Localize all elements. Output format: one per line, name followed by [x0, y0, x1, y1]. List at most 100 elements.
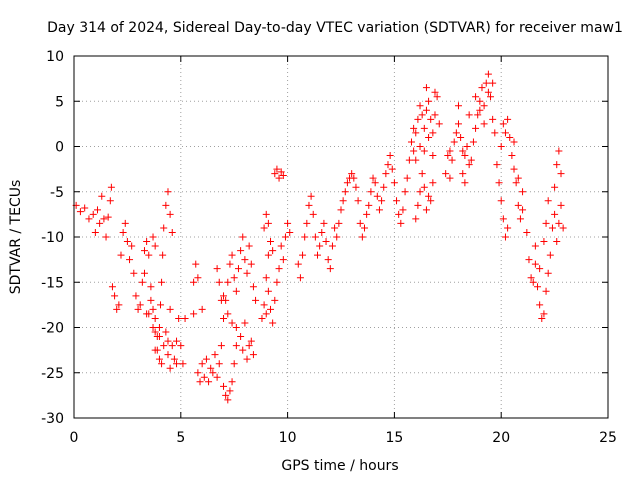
data-point — [168, 342, 176, 350]
data-point — [476, 106, 484, 114]
data-point — [425, 133, 433, 141]
data-point — [461, 179, 469, 187]
data-point — [232, 287, 240, 295]
data-point — [414, 115, 422, 123]
data-point — [194, 274, 202, 282]
data-point — [89, 210, 97, 218]
data-point — [501, 233, 509, 241]
data-point — [378, 197, 386, 205]
data-point — [472, 124, 480, 132]
data-point — [228, 378, 236, 386]
data-point — [126, 256, 134, 264]
data-point — [230, 360, 238, 368]
data-point — [119, 228, 127, 236]
data-point — [213, 265, 221, 273]
data-point — [113, 305, 121, 313]
data-point — [260, 224, 268, 232]
data-point — [452, 129, 460, 137]
data-point — [181, 314, 189, 322]
data-point — [343, 179, 351, 187]
data-point — [164, 188, 172, 196]
chart-title: Day 314 of 2024, Sidereal Day-to-day VTE… — [47, 20, 623, 36]
data-point — [551, 183, 559, 191]
data-point — [512, 179, 520, 187]
data-point — [514, 174, 522, 182]
data-point — [422, 84, 430, 92]
data-point — [258, 314, 266, 322]
data-point — [523, 228, 531, 236]
data-point — [407, 138, 415, 146]
data-point — [249, 351, 257, 359]
data-point — [102, 233, 110, 241]
data-point — [399, 206, 407, 214]
data-point — [510, 138, 518, 146]
data-point — [85, 215, 93, 223]
data-point — [314, 251, 322, 259]
data-point — [410, 124, 418, 132]
x-tick-label: 20 — [492, 430, 510, 446]
data-point — [431, 111, 439, 119]
data-point — [420, 183, 428, 191]
data-point — [232, 324, 240, 331]
data-point — [382, 170, 390, 178]
data-point — [271, 170, 279, 178]
data-point — [542, 287, 550, 295]
data-point — [454, 102, 462, 110]
x-axis: 0 5 10 15 20 25 — [70, 56, 617, 446]
data-point — [375, 206, 383, 214]
plot-frame — [73, 55, 609, 419]
data-point — [198, 305, 206, 313]
data-point — [429, 129, 437, 137]
data-point — [115, 301, 123, 309]
data-point — [173, 360, 181, 368]
data-point — [335, 219, 343, 227]
data-point — [435, 120, 443, 128]
data-point — [429, 179, 437, 187]
data-point — [416, 143, 424, 150]
data-point — [96, 219, 104, 227]
x-tick-label: 15 — [385, 430, 403, 446]
data-point — [555, 219, 563, 227]
data-point — [247, 337, 255, 345]
data-point — [286, 228, 294, 236]
data-point — [162, 201, 170, 209]
data-point — [337, 206, 345, 214]
data-point — [393, 197, 401, 205]
data-point — [442, 170, 450, 178]
data-point — [296, 274, 304, 282]
y-axis-label: SDTVAR / TECUs — [8, 180, 24, 295]
data-point — [128, 242, 136, 250]
data-point — [138, 278, 146, 286]
data-point — [245, 342, 253, 350]
data-point — [493, 161, 501, 169]
data-point — [224, 396, 232, 404]
data-point — [420, 147, 428, 155]
data-point — [371, 179, 379, 187]
data-point — [230, 274, 238, 282]
data-point — [557, 170, 565, 178]
data-point — [224, 310, 232, 318]
y-tick-label: 5 — [55, 94, 64, 110]
data-point — [217, 342, 225, 350]
data-point — [425, 97, 433, 105]
data-point — [155, 355, 163, 363]
data-point — [320, 219, 328, 227]
data-point — [151, 314, 159, 322]
data-point — [358, 233, 366, 241]
data-point — [544, 269, 552, 277]
data-point — [489, 79, 497, 87]
data-point — [132, 292, 140, 300]
y-tick-label: 10 — [46, 49, 64, 65]
data-point — [149, 305, 157, 313]
data-point — [420, 124, 428, 132]
data-point — [267, 305, 275, 313]
data-point — [463, 143, 471, 150]
data-point — [311, 233, 319, 241]
data-point — [228, 319, 236, 327]
data-point — [546, 251, 554, 259]
data-point — [93, 206, 101, 214]
data-point — [190, 310, 198, 318]
data-point — [162, 328, 170, 336]
data-point — [395, 210, 403, 218]
data-point — [136, 301, 144, 309]
